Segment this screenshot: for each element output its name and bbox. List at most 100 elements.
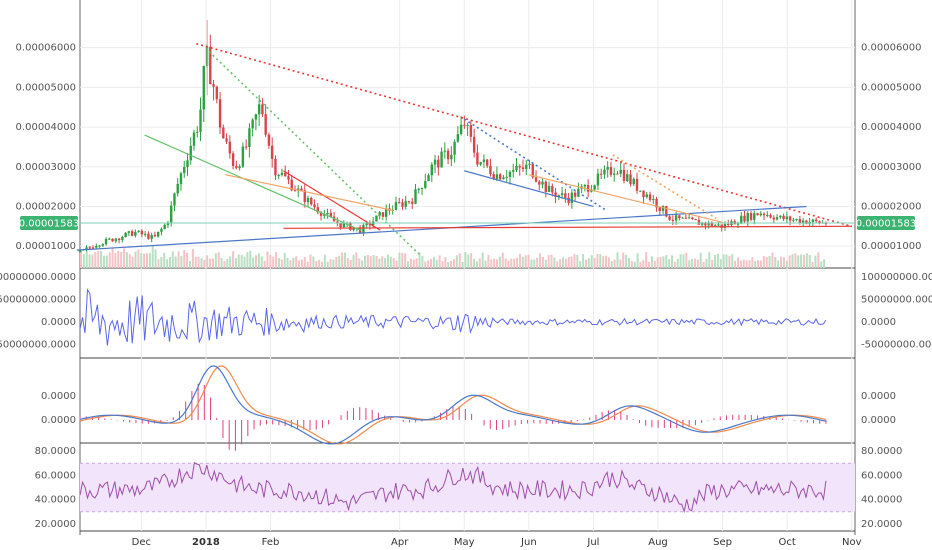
candle-body: [313, 204, 316, 208]
price-tick-label-left: 0.00002000: [16, 201, 76, 212]
volume-bar: [229, 256, 232, 268]
momentum-tick-label-left: 100000000.0000: [0, 272, 76, 283]
volume-bar: [671, 255, 674, 268]
volume-bar: [343, 252, 346, 268]
volume-bar: [475, 261, 478, 268]
candle-body: [319, 212, 323, 216]
candle-body: [814, 219, 818, 221]
volume-bar: [736, 257, 739, 268]
volume-bar: [536, 257, 539, 268]
candle-body: [98, 245, 101, 247]
volume-bar: [318, 259, 321, 268]
volume-bar: [292, 257, 295, 268]
candle-body: [531, 163, 534, 178]
rsi-tick-label-right: 80.0000: [861, 446, 902, 457]
candle-body: [326, 212, 329, 215]
volume-bar: [650, 256, 653, 268]
x-tick-label: Apr: [391, 537, 409, 548]
volume-bar: [315, 260, 318, 268]
candle-body: [639, 190, 642, 192]
candle-body: [704, 222, 707, 226]
candle-body: [303, 190, 306, 203]
candle-body: [336, 221, 339, 224]
candle-body: [257, 104, 261, 115]
candle-body: [117, 238, 121, 241]
volume-bar: [355, 252, 358, 268]
volume-bar: [716, 253, 719, 268]
candle-body: [137, 230, 140, 232]
trendline-orange-fall: [225, 174, 394, 212]
candle-body: [153, 234, 157, 237]
volume-bar: [211, 258, 214, 268]
x-tick-label: Sep: [713, 537, 732, 548]
candle-body: [593, 185, 596, 190]
volume-bar: [131, 256, 134, 268]
volume-bar: [639, 261, 642, 268]
candle-body: [655, 198, 658, 208]
candle-body: [570, 192, 574, 204]
volume-bar: [711, 259, 714, 268]
price-tick-label-left: 0.00004000: [16, 122, 76, 133]
volume-bar: [728, 256, 731, 268]
candle-body: [762, 213, 766, 216]
volume-bar: [541, 257, 544, 268]
volume-bar: [564, 258, 567, 268]
candle-body: [277, 175, 280, 177]
volume-bar: [765, 256, 768, 268]
candle-body: [525, 164, 528, 170]
volume-bar: [768, 255, 771, 268]
volume-bar: [496, 259, 499, 268]
candle-body: [573, 192, 577, 197]
volume-bar: [260, 256, 263, 268]
rsi-tick-label-right: 20.0000: [861, 519, 902, 530]
volume-bar: [811, 261, 814, 268]
volume-bar: [168, 256, 171, 268]
rsi-tick-label-right: 60.0000: [861, 470, 902, 481]
volume-bar: [163, 252, 166, 268]
candle-body: [254, 114, 258, 120]
volume-bar: [128, 254, 131, 268]
candle-body: [342, 223, 346, 228]
volume-bar: [427, 260, 430, 268]
candle-body: [668, 216, 671, 220]
candle-body: [772, 217, 776, 220]
x-tick-label: 2018: [192, 537, 220, 548]
volume-bar: [197, 256, 200, 268]
candle-body: [143, 233, 147, 235]
volume-bar: [648, 261, 651, 268]
candle-body: [437, 159, 440, 168]
candle-body: [264, 114, 267, 135]
last-price-badge-left: [20, 216, 78, 231]
candle-body: [411, 201, 414, 204]
volume-bar: [696, 259, 699, 268]
volume-bar: [177, 251, 180, 268]
candle-body: [528, 163, 531, 165]
volume-bar: [530, 259, 533, 268]
volume-bar: [504, 258, 507, 268]
candle-body: [78, 250, 82, 253]
volume-bar: [754, 260, 757, 268]
candle-body: [717, 224, 720, 226]
candle-body: [189, 145, 192, 161]
candle-body: [218, 99, 222, 128]
trendline-green-dotted: [208, 51, 420, 255]
volume-bar: [381, 256, 384, 268]
candle-body: [212, 84, 215, 87]
candle-body: [769, 214, 772, 218]
candle-body: [661, 206, 665, 211]
candle-body: [652, 198, 655, 200]
candle-body: [554, 192, 557, 198]
volume-bar: [395, 260, 398, 268]
price-tick-label-right: 0.00003000: [861, 162, 921, 173]
candle-body: [375, 215, 378, 222]
volume-bar: [636, 253, 639, 268]
volume-bar: [814, 255, 817, 268]
volume-bar: [438, 255, 441, 268]
candle-body: [626, 174, 629, 181]
candle-body: [401, 202, 404, 207]
candle-body: [209, 46, 212, 85]
candle-body: [235, 166, 238, 169]
volume-bar: [625, 254, 628, 268]
candle-body: [788, 216, 792, 221]
volume-bar: [220, 258, 223, 268]
